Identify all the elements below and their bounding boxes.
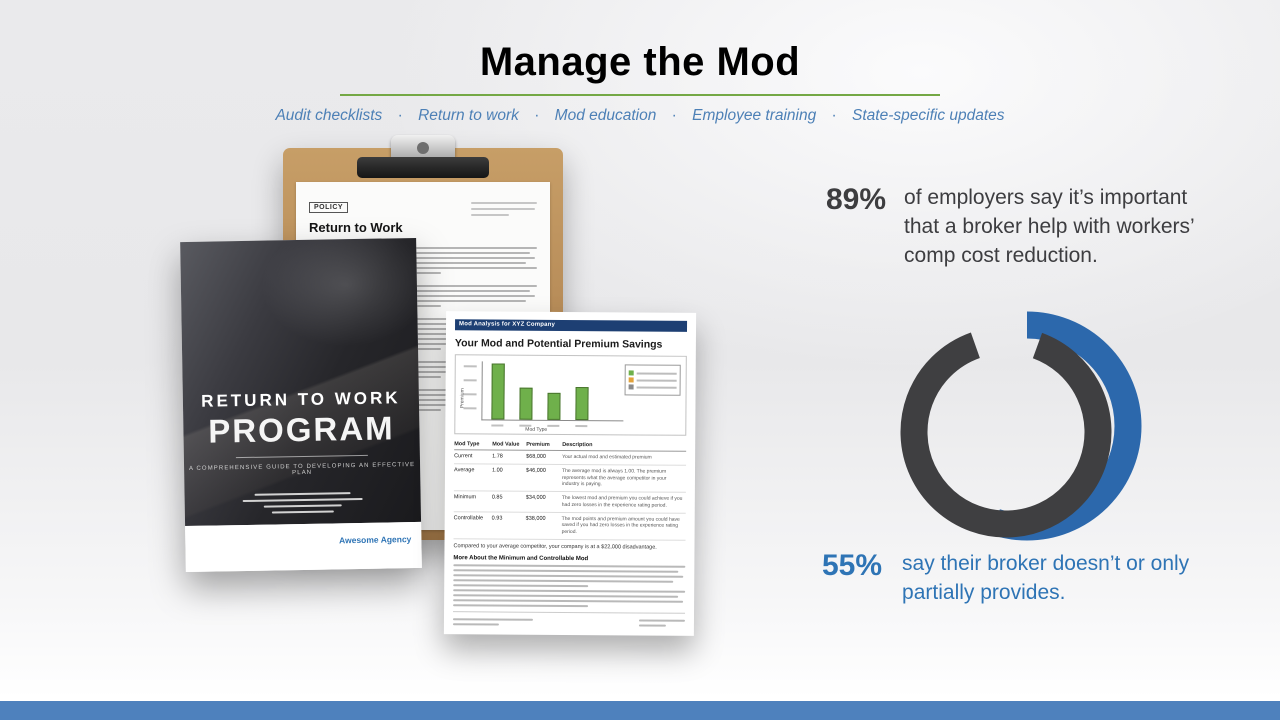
chart-x-label: Mod Type — [525, 426, 548, 433]
report-paragraph — [453, 563, 686, 588]
title-underline — [340, 94, 940, 96]
mod-bar-chart: Premium Mod Type — [454, 354, 687, 436]
table-row: Minimum 0.85 $34,000 The lowest mod and … — [453, 491, 686, 514]
y-axis — [481, 361, 483, 421]
policy-tag: POLICY — [309, 202, 349, 213]
topic-audit-checklists: Audit checklists — [275, 107, 383, 124]
topic-return-to-work: Return to work — [418, 107, 519, 124]
separator-dot: · — [397, 107, 403, 124]
booklet-divider — [235, 454, 368, 459]
booklet-subtitle: A COMPREHENSIVE GUIDE TO DEVELOPING AN E… — [188, 462, 416, 477]
report-title: Your Mod and Potential Premium Savings — [454, 337, 663, 351]
policy-body-text — [309, 247, 537, 411]
bar-controllable — [575, 387, 589, 421]
table-row: Controllable 0.93 $38,000 The mod points… — [453, 511, 686, 541]
bar-average — [519, 387, 533, 420]
booklet-title-line2: PROGRAM — [207, 409, 395, 450]
clipboard-clip-bar — [357, 157, 489, 178]
separator-dot: · — [671, 107, 677, 124]
topic-employee-training: Employee training — [692, 107, 817, 124]
booklet-title-line1: RETURN TO WORK — [201, 388, 401, 411]
stat-89-value: 89% — [826, 183, 887, 216]
stat-55-value: 55% — [822, 549, 883, 582]
table-row: Average 1.00 $46,000 The average mod is … — [453, 463, 687, 493]
chart-legend — [624, 364, 681, 396]
booklet-footer-band: Awesome Agency — [185, 521, 422, 573]
bar-current — [491, 363, 505, 420]
report-note: Compared to your average competitor, you… — [453, 542, 657, 551]
booklet-brand: Awesome Agency — [338, 534, 412, 546]
stat-55-text: say their broker doesn’t or only partial… — [902, 552, 1190, 604]
booklet-contact-lines — [185, 491, 421, 515]
page-title: Manage the Mod — [479, 40, 801, 84]
report-section-heading: More About the Minimum and Controllable … — [453, 554, 589, 562]
separator-dot: · — [831, 107, 837, 124]
policy-title: Return to Work — [309, 220, 403, 235]
policy-meta-lines — [471, 196, 537, 235]
report-footer — [452, 611, 686, 630]
mod-table: Mod Type Mod Value Premium Description C… — [453, 441, 687, 541]
mod-analysis-report: Mod Analysis for XYZ Company Your Mod an… — [443, 311, 697, 636]
topic-mod-education: Mod education — [554, 107, 657, 124]
return-to-work-booklet: RETURN TO WORK PROGRAM A COMPREHENSIVE G… — [180, 237, 422, 573]
stat-89-text: of employers say it’s important that a b… — [904, 186, 1194, 267]
chart-y-label: Premium — [459, 388, 466, 409]
slide-header: Manage the Mod Audit checklists · Return… — [0, 0, 1280, 125]
report-header-bar: Mod Analysis for XYZ Company — [454, 319, 688, 332]
donut-chart — [900, 311, 1142, 541]
topic-state-specific-updates: State-specific updates — [852, 107, 1005, 124]
report-paragraph — [453, 588, 686, 608]
footer-accent-bar — [0, 701, 1280, 720]
stat-55: 55% say their broker doesn’t or only par… — [822, 549, 1222, 607]
separator-dot: · — [534, 107, 540, 124]
booklet-cover-photo: RETURN TO WORK PROGRAM A COMPREHENSIVE G… — [180, 237, 422, 527]
topic-list: Audit checklists · Return to work · Mod … — [0, 107, 1280, 125]
stat-89: 89% of employers say it’s important that… — [826, 183, 1212, 270]
bar-minimum — [547, 392, 561, 420]
